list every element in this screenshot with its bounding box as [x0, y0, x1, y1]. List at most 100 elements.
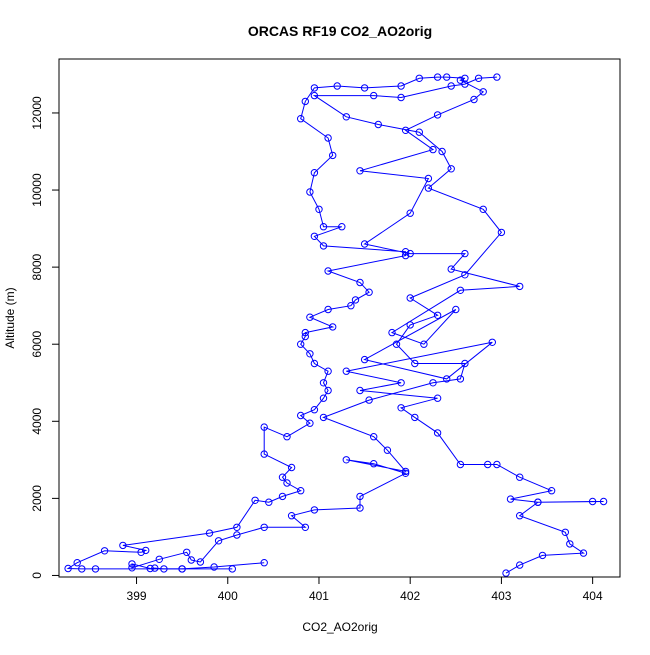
chart-title: ORCAS RF19 CO2_AO2orig — [248, 23, 432, 39]
data-point — [438, 147, 446, 156]
x-axis: 399 400 401 402 403 404 — [127, 577, 603, 603]
data-point — [356, 386, 364, 395]
data-point — [160, 565, 168, 573]
data-point — [461, 249, 469, 258]
data-point — [187, 556, 196, 564]
x-tick-label: 399 — [127, 589, 147, 603]
data-point — [488, 338, 496, 346]
data-point — [287, 463, 296, 472]
data-point — [64, 564, 72, 573]
data-point — [265, 498, 273, 506]
data-point — [493, 73, 501, 81]
data-point — [443, 73, 451, 81]
data-point — [260, 523, 268, 531]
data-point — [433, 73, 442, 81]
x-tick-label: 404 — [583, 589, 603, 603]
data-point — [516, 282, 524, 291]
series-line — [66, 76, 604, 574]
y-tick-label: 2000 — [30, 485, 44, 512]
data-point — [356, 278, 364, 287]
data-point — [411, 359, 419, 368]
y-axis-label: Altitude (m) — [3, 287, 17, 348]
data-point — [497, 228, 506, 237]
data-point — [561, 528, 569, 536]
data-point — [233, 523, 241, 531]
data-point — [397, 82, 405, 90]
data-point — [447, 165, 455, 173]
data-point — [210, 563, 218, 571]
data-point — [506, 495, 515, 503]
y-tick-label: 6000 — [30, 331, 44, 358]
data-point — [283, 479, 291, 487]
y-tick-label: 4000 — [30, 408, 44, 435]
data-point — [370, 91, 378, 100]
data-point — [178, 565, 186, 573]
data-point — [516, 473, 524, 481]
data-point — [356, 492, 364, 501]
data-point — [356, 167, 364, 175]
data-point — [406, 321, 414, 329]
data-point — [470, 95, 478, 104]
plot-area — [64, 73, 608, 577]
data-point — [333, 82, 341, 90]
data-point — [260, 450, 268, 458]
data-point — [306, 313, 314, 321]
data-point — [183, 548, 191, 556]
data-point — [324, 134, 332, 142]
data-point — [502, 569, 510, 577]
data-point — [301, 328, 309, 337]
data-point — [310, 169, 319, 177]
data-point — [447, 82, 455, 90]
data-point — [566, 540, 574, 548]
data-point — [493, 460, 501, 469]
data-point — [474, 74, 483, 83]
data-point — [310, 406, 319, 414]
data-point — [297, 340, 305, 348]
data-point — [287, 512, 296, 520]
data-point — [319, 223, 328, 231]
data-point — [456, 460, 465, 469]
data-point — [415, 128, 423, 136]
data-point — [456, 286, 465, 294]
data-point — [447, 265, 455, 273]
data-point — [401, 469, 410, 477]
data-point — [283, 433, 291, 441]
data-point — [315, 205, 323, 214]
x-tick-label: 403 — [491, 589, 511, 603]
data-point — [301, 97, 309, 106]
data-point — [516, 512, 524, 520]
data-point — [324, 386, 332, 395]
data-point — [310, 359, 319, 368]
data-point — [297, 411, 305, 420]
data-point — [100, 547, 109, 555]
data-point — [534, 498, 542, 506]
data-point — [397, 93, 405, 102]
data-point — [310, 506, 319, 514]
data-point — [424, 184, 433, 192]
data-point — [260, 559, 268, 567]
y-tick-label: 0 — [30, 572, 44, 579]
data-point — [370, 433, 378, 441]
data-point — [319, 413, 328, 422]
data-point — [429, 379, 437, 387]
data-point — [306, 350, 314, 358]
data-point — [91, 565, 100, 573]
data-point — [484, 460, 492, 469]
data-point — [214, 537, 223, 545]
data-point — [329, 323, 337, 331]
data-point — [146, 564, 154, 573]
data-point — [342, 113, 350, 121]
series-line — [131, 76, 503, 570]
data-point — [599, 497, 608, 506]
data-point — [406, 294, 414, 302]
data-point — [479, 205, 487, 214]
data-point — [433, 111, 442, 119]
data-point — [461, 80, 469, 88]
data-point — [424, 174, 433, 183]
data-point — [306, 419, 314, 427]
data-point — [310, 232, 319, 241]
data-point — [443, 375, 451, 383]
data-point — [461, 271, 469, 279]
data-point — [196, 558, 205, 566]
